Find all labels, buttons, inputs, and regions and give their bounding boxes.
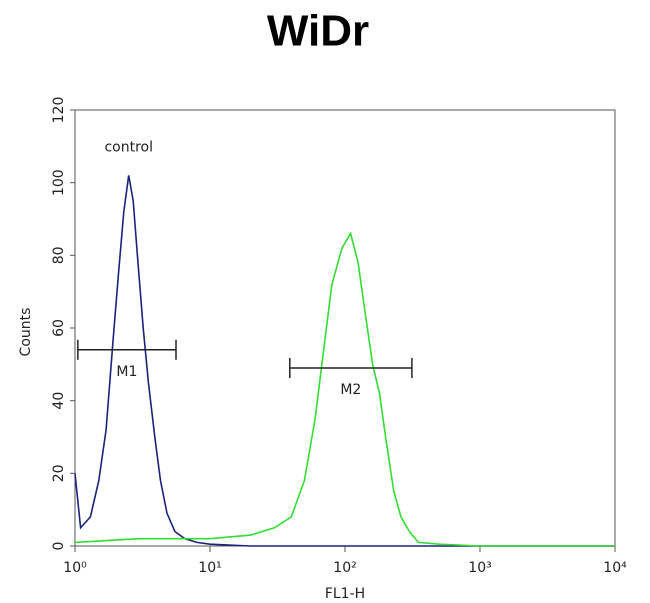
x-tick-label: 10² [333, 560, 356, 576]
x-tick-label: 10³ [468, 560, 491, 576]
histogram-line [74, 175, 615, 547]
y-tick-label: 80 [51, 246, 67, 264]
x-axis-label: FL1-H [325, 586, 365, 602]
x-tick-label: 10⁰ [63, 560, 87, 576]
histogram-line [74, 231, 615, 547]
marker-label: M2 [340, 382, 361, 398]
y-tick-label: 0 [51, 542, 67, 551]
series-label: control [104, 139, 153, 155]
chart-title: WiDr [267, 7, 369, 56]
marker-label: M1 [116, 364, 137, 380]
y-tick-label: 120 [51, 97, 67, 124]
y-axis-label: Counts [18, 308, 34, 357]
x-tick-label: 10⁴ [603, 560, 627, 576]
y-tick-label: 100 [51, 169, 67, 196]
y-tick-label: 20 [51, 464, 67, 482]
x-tick-label: 10¹ [198, 560, 221, 576]
plot-frame [74, 109, 616, 547]
y-tick-label: 40 [51, 392, 67, 410]
y-tick-label: 60 [51, 319, 67, 337]
